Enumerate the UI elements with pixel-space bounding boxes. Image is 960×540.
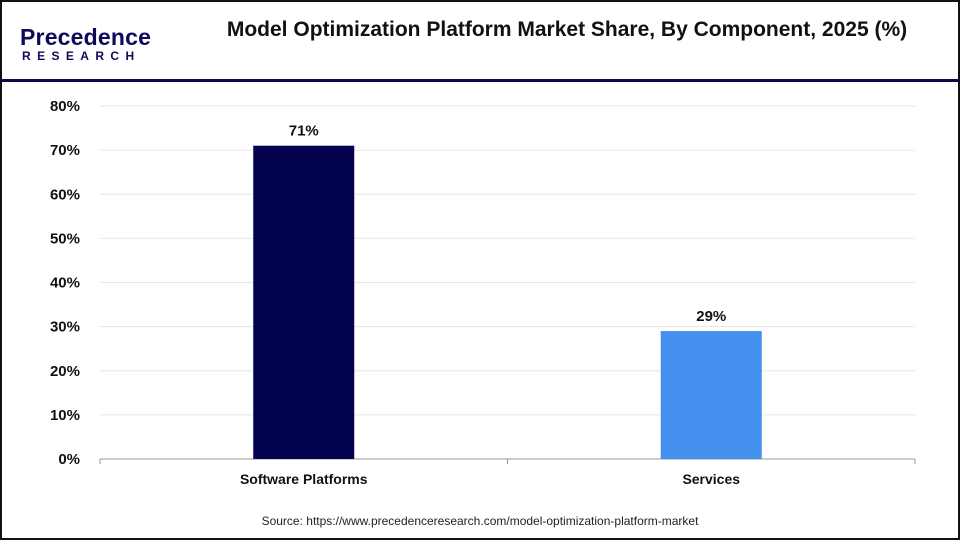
bar (660, 331, 762, 459)
data-label: 71% (289, 123, 319, 140)
source-note: Source: https://www.precedenceresearch.c… (261, 514, 699, 528)
y-tick-label: 70% (50, 142, 80, 159)
precedence-research-logo: Precedence RESEARCH (20, 24, 160, 64)
logo-main-text: Precedence (20, 24, 152, 50)
y-tick-label: 80% (50, 98, 80, 115)
bar (253, 145, 355, 459)
chart-title: Model Optimization Platform Market Share… (226, 18, 908, 41)
data-label: 29% (696, 308, 726, 325)
y-tick-label: 50% (50, 230, 80, 247)
x-category-label: Services (682, 471, 740, 487)
y-tick-label: 60% (50, 186, 80, 203)
x-category-label: Software Platforms (240, 471, 368, 487)
y-tick-label: 30% (50, 319, 80, 336)
y-tick-label: 40% (50, 275, 80, 292)
y-tick-label: 10% (50, 407, 80, 424)
y-tick-label: 0% (58, 451, 80, 468)
header: Precedence RESEARCH Model Optimization P… (2, 2, 958, 82)
y-tick-label: 20% (50, 363, 80, 380)
logo-sub-text: RESEARCH (22, 49, 141, 63)
